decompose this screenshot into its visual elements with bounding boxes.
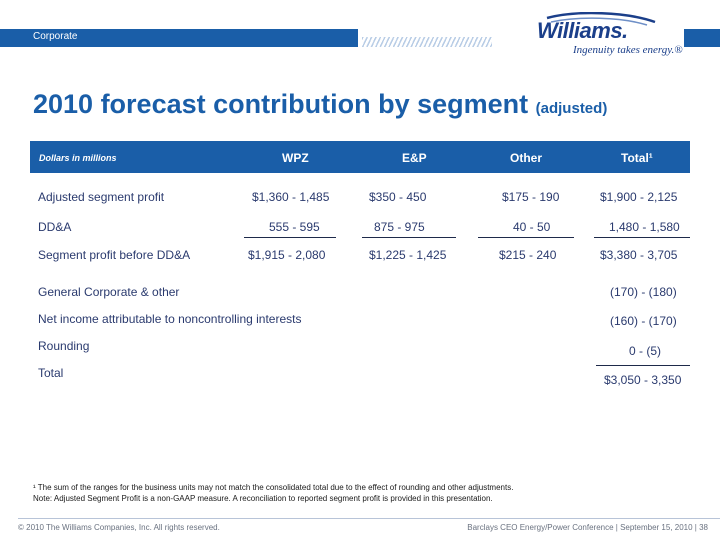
footer-event: Barclays CEO Energy/Power Conference | S… — [467, 523, 708, 532]
units-label: Dollars in millions — [39, 153, 117, 163]
subtotal-rule — [244, 237, 336, 238]
cell-other: $175 - 190 — [502, 190, 560, 204]
cell-total: $3,050 - 3,350 — [604, 373, 682, 387]
cell-total: $1,900 - 2,125 — [600, 190, 678, 204]
cell-other: $215 - 240 — [499, 248, 557, 262]
cell-wpz: 555 - 595 — [269, 220, 320, 234]
cell-ep: $1,225 - 1,425 — [369, 248, 447, 262]
cell-wpz: $1,915 - 2,080 — [248, 248, 326, 262]
cell-total: $3,380 - 3,705 — [600, 248, 678, 262]
subtotal-rule — [478, 237, 574, 238]
cell-total: (170) - (180) — [610, 285, 677, 299]
logo-wordmark: Williams. — [537, 18, 628, 43]
footer-copyright: © 2010 The Williams Companies, Inc. All … — [18, 523, 220, 532]
column-header-ep: E&P — [402, 151, 427, 165]
row-label: DD&A — [38, 220, 72, 234]
total-rule — [596, 365, 690, 366]
title-main: 2010 forecast contribution by segment — [33, 89, 529, 119]
row-label: Total — [38, 366, 64, 380]
cell-total: (160) - (170) — [610, 314, 677, 328]
row-label: Segment profit before DD&A — [38, 248, 191, 262]
row-label: General Corporate & other — [38, 285, 180, 299]
row-label: Adjusted segment profit — [38, 190, 165, 204]
cell-total: 0 - (5) — [629, 344, 662, 358]
column-header-wpz: WPZ — [282, 151, 309, 165]
row-label: Rounding — [38, 339, 90, 353]
footnote-1: ¹ The sum of the ranges for the business… — [33, 483, 514, 492]
subtotal-rule — [362, 237, 456, 238]
logo-tagline: Ingenuity takes energy.® — [573, 44, 683, 56]
cell-ep: $350 - 450 — [369, 190, 427, 204]
section-bar: Corporate — [0, 29, 358, 47]
cell-wpz: $1,360 - 1,485 — [252, 190, 330, 204]
logo-swoosh-icon — [546, 12, 656, 26]
section-label: Corporate — [33, 31, 78, 42]
cell-ep: 875 - 975 — [374, 220, 425, 234]
decorative-block — [684, 29, 720, 47]
footnote-note: Note: Adjusted Segment Profit is a non-G… — [33, 494, 493, 503]
cell-total: 1,480 - 1,580 — [609, 220, 680, 234]
column-header-other: Other — [510, 151, 543, 165]
column-header-total: Total¹ — [621, 151, 653, 165]
footer-divider — [18, 518, 720, 519]
decorative-hatch — [362, 37, 492, 47]
williams-logo: Williams. Ingenuity takes energy.® — [517, 12, 683, 64]
row-label: Net income attributable to noncontrollin… — [38, 312, 302, 326]
subtotal-rule — [594, 237, 690, 238]
title-qualifier: (adjusted) — [535, 100, 608, 117]
page-title: 2010 forecast contribution by segment (a… — [33, 89, 607, 120]
table-header: Dollars in millions WPZ E&P Other Total¹ — [30, 141, 690, 173]
cell-other: 40 - 50 — [513, 220, 551, 234]
